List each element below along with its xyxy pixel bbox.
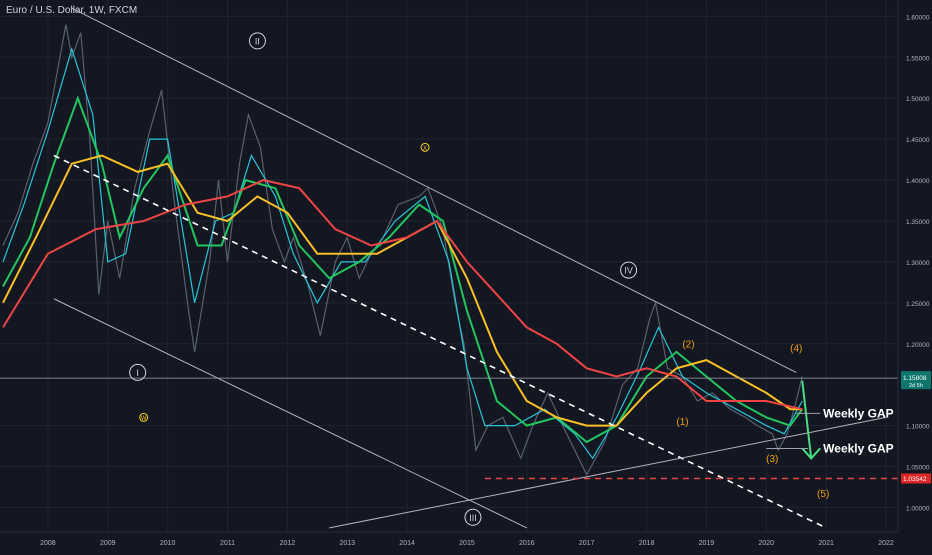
projection-arrow-head xyxy=(801,447,821,460)
wave-circle-small xyxy=(139,412,149,422)
x-tick-label: 2014 xyxy=(399,540,415,547)
price-label: 1.15808 xyxy=(903,375,927,382)
price-line xyxy=(2,24,803,477)
x-tick-label: 2011 xyxy=(220,540,235,547)
y-tick-label: 1.20000 xyxy=(906,342,930,349)
x-tick-label: 2021 xyxy=(818,540,834,547)
wave-label: II xyxy=(255,36,260,46)
y-tick-label: 1.60000 xyxy=(906,14,930,21)
y-tick-label: 1.50000 xyxy=(906,96,930,103)
wave-label: IV xyxy=(624,266,633,276)
annotation-label: Weekly GAP xyxy=(823,442,893,456)
wave-circle xyxy=(620,261,638,279)
annotation-label: Weekly GAP xyxy=(823,406,893,420)
x-tick-label: 2022 xyxy=(878,540,894,547)
series-line xyxy=(2,95,804,444)
wave-label: (1) xyxy=(676,417,688,428)
support-label-box xyxy=(901,473,931,484)
wave-label: (4) xyxy=(790,343,802,354)
y-tick-label: 1.40000 xyxy=(906,178,930,185)
wave-label: III xyxy=(469,513,477,523)
y-tick-label: 1.25000 xyxy=(906,301,930,308)
y-tick-label: 1.00000 xyxy=(906,505,930,512)
x-tick-label: 2020 xyxy=(759,540,775,547)
series-line xyxy=(2,47,803,460)
wave-label: (2) xyxy=(682,339,694,350)
y-tick-label: 1.05000 xyxy=(906,465,930,472)
x-tick-label: 2018 xyxy=(639,540,655,547)
x-tick-label: 2013 xyxy=(339,540,355,547)
y-axis-bg xyxy=(898,0,932,550)
x-tick-label: 2009 xyxy=(100,540,116,547)
wave-label: X xyxy=(423,146,427,152)
series-line xyxy=(2,154,803,427)
y-tick-label: 1.55000 xyxy=(906,55,930,62)
trendline-upper xyxy=(71,7,797,373)
wave-label: (3) xyxy=(766,454,778,465)
series-line xyxy=(2,179,803,411)
x-axis-bg xyxy=(0,532,932,550)
x-tick-label: 2010 xyxy=(160,540,176,547)
wave-circle xyxy=(464,508,482,526)
y-tick-label: 1.45000 xyxy=(906,137,930,144)
support-label: 1.03542 xyxy=(903,476,927,483)
price-label-sub: 2d 5h xyxy=(909,383,923,389)
trendline-rising-support xyxy=(329,416,887,529)
x-tick-label: 2015 xyxy=(459,540,475,547)
y-tick-label: 1.35000 xyxy=(906,219,930,226)
y-tick-label: 1.30000 xyxy=(906,260,930,267)
wave-label: I xyxy=(136,368,139,378)
x-tick-label: 2017 xyxy=(579,540,595,547)
chart-title: Euro / U.S. Dollar, 1W, FXCM xyxy=(6,5,138,16)
wave-label: (5) xyxy=(817,489,829,500)
x-tick-label: 2016 xyxy=(519,540,535,547)
wave-circle xyxy=(129,363,147,381)
x-tick-label: 2008 xyxy=(40,540,56,547)
x-tick-label: 2012 xyxy=(280,540,296,547)
wave-circle-small xyxy=(420,142,430,152)
projection-arrow xyxy=(801,380,813,459)
trendline-lower-parallel xyxy=(53,298,528,529)
y-tick-label: 1.10000 xyxy=(906,424,930,431)
x-tick-label: 2019 xyxy=(699,540,715,547)
wave-label: W xyxy=(141,416,147,422)
wave-circle xyxy=(248,32,266,50)
price-label-box xyxy=(901,371,931,390)
